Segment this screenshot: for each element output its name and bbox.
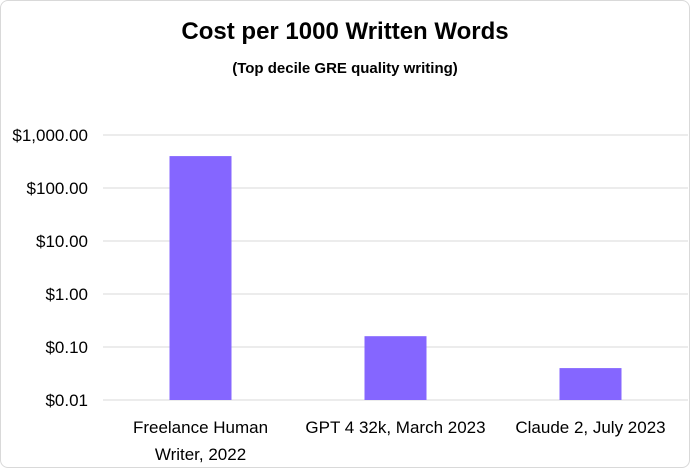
y-tick-label: $100.00 — [27, 179, 88, 198]
chart-title: Cost per 1000 Written Words — [181, 18, 509, 45]
y-tick-label: $1,000.00 — [12, 126, 88, 145]
y-tick-labels: $0.01 $0.10 $1.00 $10.00 $100.00 $1,000.00 — [12, 126, 88, 410]
bar — [169, 156, 232, 400]
x-tick-label: Writer, 2022 — [155, 445, 246, 464]
x-tick-label: Claude 2, July 2023 — [515, 418, 665, 437]
chart-subtitle: (Top decile GRE quality writing) — [232, 60, 458, 77]
x-tick-label: Freelance Human — [133, 418, 268, 437]
y-tick-label: $1.00 — [45, 285, 88, 304]
x-tick-label: GPT 4 32k, March 2023 — [305, 418, 485, 437]
y-tick-label: $0.10 — [45, 338, 88, 357]
y-tick-label: $10.00 — [36, 232, 88, 251]
bars — [169, 156, 622, 400]
x-tick-labels: Freelance Human Writer, 2022 GPT 4 32k, Ma… — [133, 418, 666, 464]
bar — [364, 336, 427, 400]
bar — [559, 368, 622, 400]
y-tick-label: $0.01 — [45, 391, 88, 410]
